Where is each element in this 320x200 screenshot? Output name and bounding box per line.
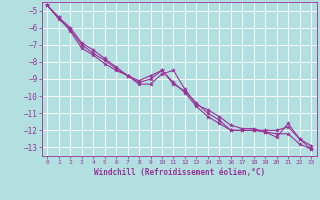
X-axis label: Windchill (Refroidissement éolien,°C): Windchill (Refroidissement éolien,°C) [94, 168, 265, 177]
